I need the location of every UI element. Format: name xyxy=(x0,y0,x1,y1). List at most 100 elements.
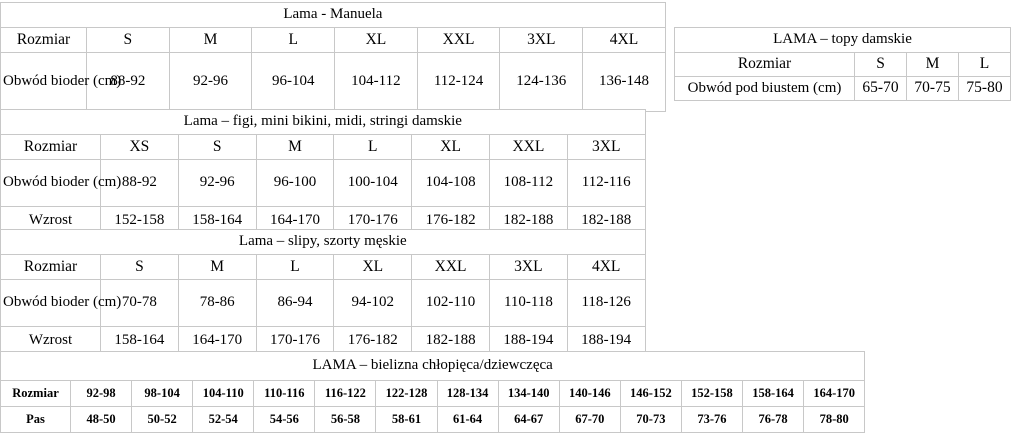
size-header-xxl: XXL xyxy=(416,27,501,53)
cell-hips-xs: 88-92 xyxy=(100,159,179,207)
size-header-xl: XL xyxy=(333,254,413,280)
size-header-116-122: 116-122 xyxy=(314,380,377,407)
cell-waist-104-110: 52-54 xyxy=(192,406,255,433)
cell-waist-92-98: 48-50 xyxy=(69,406,133,433)
size-table-manuela: Lama - Manuela Rozmiar S M L XL XXL 3XL … xyxy=(0,2,666,112)
size-header-104-110: 104-110 xyxy=(192,380,255,407)
cell-waist-146-152: 70-73 xyxy=(619,406,682,433)
cell-waist-128-134: 61-64 xyxy=(436,406,499,433)
header-label: Rozmiar xyxy=(674,52,855,77)
cell-hips-l: 96-104 xyxy=(251,52,336,112)
cell-hips-xxl: 112-124 xyxy=(416,52,501,112)
cell-hips-3xl: 110-118 xyxy=(488,279,568,327)
cell-waist-164-170: 78-80 xyxy=(803,406,866,433)
table-row: Pas 48-50 50-52 52-54 54-56 56-58 58-61 … xyxy=(0,406,866,433)
table-title: Lama – figi, mini bikini, midi, stringi … xyxy=(0,109,646,135)
table-header-row: Rozmiar S M L xyxy=(674,52,1011,77)
cell-waist-158-164: 76-78 xyxy=(742,406,805,433)
cell-waist-140-146: 67-70 xyxy=(558,406,621,433)
table-row: Obwód bioder (cm) 88-92 92-96 96-104 104… xyxy=(0,52,666,112)
size-table-slipy-meskie: Lama – slipy, szorty męskie Rozmiar S M … xyxy=(0,229,646,356)
table-title: LAMA – topy damskie xyxy=(674,27,1011,53)
cell-underbust-s: 65-70 xyxy=(854,76,907,101)
size-header-3xl: 3XL xyxy=(488,254,568,280)
cell-underbust-m: 70-75 xyxy=(906,76,959,101)
row-label-hips: Obwód bioder (cm) xyxy=(0,279,121,327)
size-header-s: S xyxy=(177,134,257,160)
table-header-row: Rozmiar S M L XL XXL 3XL 4XL xyxy=(0,27,666,53)
row-label-waist: Pas xyxy=(0,406,71,433)
cell-hips-s: 88-92 xyxy=(86,52,170,112)
size-header-s: S xyxy=(854,52,907,77)
size-header-m: M xyxy=(906,52,959,77)
cell-waist-110-116: 54-56 xyxy=(253,406,316,433)
table-title: Lama - Manuela xyxy=(0,2,666,28)
row-label-hips: Obwód bioder (cm) xyxy=(0,52,121,112)
size-table-topy-damskie: LAMA – topy damskie Rozmiar S M L Obwód … xyxy=(674,27,1011,101)
cell-hips-4xl: 118-126 xyxy=(566,279,646,327)
cell-waist-122-128: 58-61 xyxy=(375,406,438,433)
size-header-92-98: 92-98 xyxy=(69,380,133,407)
size-header-s: S xyxy=(86,27,170,53)
table-row: Wzrost 152-158 158-164 164-170 170-176 1… xyxy=(0,206,646,236)
size-header-158-164: 158-164 xyxy=(742,380,805,407)
size-header-xl: XL xyxy=(411,134,490,160)
size-header-3xl: 3XL xyxy=(499,27,584,53)
table-row: Obwód pod biustem (cm) 65-70 70-75 75-80 xyxy=(674,76,1011,101)
cell-hips-l: 100-104 xyxy=(333,159,413,207)
cell-hips-m: 92-96 xyxy=(168,52,253,112)
header-label: Rozmiar xyxy=(0,380,71,407)
header-label: Rozmiar xyxy=(0,134,101,160)
row-label-underbust: Obwód pod biustem (cm) xyxy=(674,76,855,101)
size-header-m: M xyxy=(255,134,335,160)
table-title: Lama – slipy, szorty męskie xyxy=(0,229,646,255)
table-title-row: LAMA – bielizna chłopięca/dziewczęca xyxy=(0,351,866,381)
table-header-row: Rozmiar 92-98 98-104 104-110 110-116 116… xyxy=(0,380,866,407)
cell-hips-xl: 104-112 xyxy=(334,52,418,112)
size-header-140-146: 140-146 xyxy=(558,380,621,407)
size-header-xs: XS xyxy=(100,134,179,160)
cell-hips-l: 86-94 xyxy=(255,279,335,327)
size-header-122-128: 122-128 xyxy=(375,380,438,407)
cell-hips-4xl: 136-148 xyxy=(582,52,666,112)
size-header-128-134: 128-134 xyxy=(436,380,499,407)
size-table-figi-damskie: Lama – figi, mini bikini, midi, stringi … xyxy=(0,109,646,236)
size-header-l: L xyxy=(251,27,336,53)
cell-hips-xl: 104-108 xyxy=(411,159,490,207)
cell-hips-xxl: 108-112 xyxy=(488,159,568,207)
header-label: Rozmiar xyxy=(0,27,87,53)
size-header-s: S xyxy=(100,254,179,280)
size-header-xxl: XXL xyxy=(411,254,490,280)
table-header-row: Rozmiar S M L XL XXL 3XL 4XL xyxy=(0,254,646,280)
table-row: Obwód bioder (cm) 88-92 92-96 96-100 100… xyxy=(0,159,646,207)
size-header-xl: XL xyxy=(334,27,418,53)
size-header-4xl: 4XL xyxy=(582,27,666,53)
cell-waist-98-104: 50-52 xyxy=(131,406,194,433)
table-header-row: Rozmiar XS S M L XL XXL 3XL xyxy=(0,134,646,160)
cell-hips-xxl: 102-110 xyxy=(411,279,490,327)
cell-hips-xl: 94-102 xyxy=(333,279,413,327)
size-header-l: L xyxy=(333,134,413,160)
table-title-row: Lama – figi, mini bikini, midi, stringi … xyxy=(0,109,646,135)
size-header-110-116: 110-116 xyxy=(253,380,316,407)
size-header-134-140: 134-140 xyxy=(497,380,560,407)
table-title-row: Lama - Manuela xyxy=(0,2,666,28)
row-label-hips: Obwód bioder (cm) xyxy=(0,159,121,207)
cell-waist-116-122: 56-58 xyxy=(314,406,377,433)
cell-underbust-l: 75-80 xyxy=(958,76,1011,101)
size-header-l: L xyxy=(255,254,335,280)
cell-waist-134-140: 64-67 xyxy=(497,406,560,433)
header-label: Rozmiar xyxy=(0,254,101,280)
size-header-98-104: 98-104 xyxy=(131,380,194,407)
cell-waist-152-158: 73-76 xyxy=(680,406,744,433)
size-header-3xl: 3XL xyxy=(566,134,646,160)
table-title-row: LAMA – topy damskie xyxy=(674,27,1011,53)
size-header-m: M xyxy=(177,254,257,280)
table-title: LAMA – bielizna chłopięca/dziewczęca xyxy=(0,351,866,381)
cell-hips-s: 92-96 xyxy=(177,159,257,207)
size-header-xxl: XXL xyxy=(488,134,568,160)
size-header-m: M xyxy=(168,27,253,53)
size-header-4xl: 4XL xyxy=(566,254,646,280)
cell-hips-m: 78-86 xyxy=(177,279,257,327)
